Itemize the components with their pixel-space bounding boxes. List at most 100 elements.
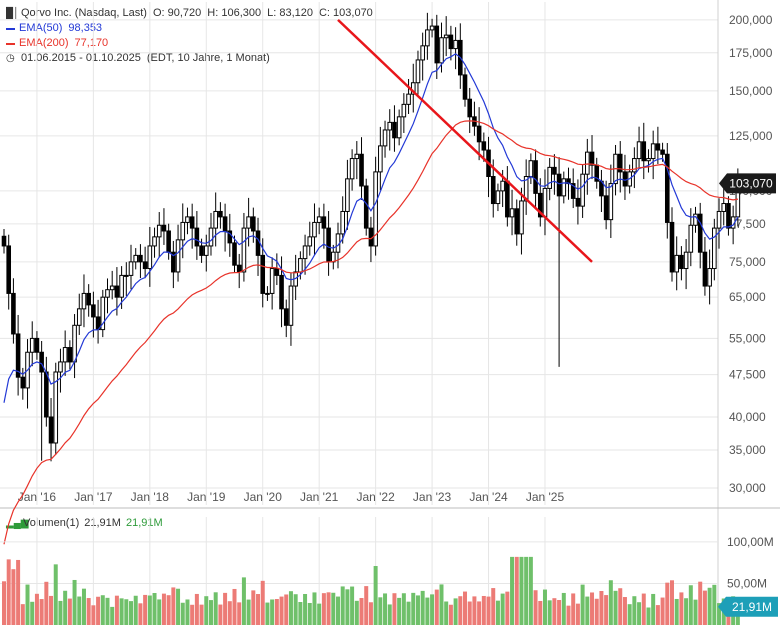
volume-value-b: 21,91M — [125, 517, 163, 529]
candle-body — [349, 158, 355, 180]
volume-bar — [524, 556, 529, 625]
volume-bar — [618, 588, 623, 625]
candle-body — [29, 337, 35, 353]
candle-body — [533, 160, 538, 194]
volume-bar — [105, 597, 110, 625]
candle-body — [67, 347, 73, 363]
volume-bar — [293, 594, 298, 625]
volume-bar — [420, 590, 425, 625]
candle-body — [199, 245, 204, 256]
x-tick-label: Jan '16 — [18, 490, 57, 504]
candle-body — [124, 274, 129, 277]
volume-bar — [637, 602, 642, 625]
volume-bar — [171, 587, 176, 625]
volume-bar — [557, 599, 562, 625]
range-info: (EDT, 10 Jahre, 1 Monat) — [146, 52, 270, 64]
volume-bar — [34, 593, 39, 625]
candle-body — [340, 210, 345, 235]
candle-body — [269, 268, 275, 294]
volume-bar — [86, 598, 91, 625]
volume-bar — [712, 584, 717, 625]
volume-bar — [519, 556, 524, 625]
volume-bar — [288, 591, 293, 625]
volume-bar — [260, 580, 265, 625]
candle-body — [255, 230, 261, 256]
volume-bar — [147, 595, 152, 625]
volume-bar — [2, 581, 6, 625]
candle-body — [721, 203, 727, 212]
candle-body — [100, 296, 106, 331]
volume-bar — [119, 598, 124, 625]
candle-body — [354, 153, 360, 160]
candle-body — [481, 141, 487, 151]
candle-body — [617, 153, 623, 173]
volume-bar — [20, 604, 25, 625]
volume-bar — [448, 604, 453, 625]
y-tick-label: 47,500 — [729, 368, 766, 382]
volume-bar — [580, 584, 585, 625]
volume-bar — [161, 593, 166, 625]
volume-bar — [646, 607, 651, 625]
volume-bar — [491, 588, 496, 625]
volume-bar — [655, 605, 660, 625]
volume-bar — [227, 601, 232, 625]
candle-body — [330, 251, 336, 263]
candle-body — [392, 121, 397, 139]
candle-body — [298, 258, 303, 273]
candle-body — [15, 333, 21, 378]
volume-bar — [632, 596, 637, 625]
volume-bar — [684, 598, 689, 625]
candle-body — [401, 103, 407, 118]
x-tick-label: Jan '22 — [356, 490, 395, 504]
candle-body — [105, 289, 110, 298]
ema200-label: EMA(200) — [19, 37, 69, 49]
volume-bar — [232, 588, 237, 625]
volume-bar — [552, 598, 557, 625]
volume-bar — [340, 586, 345, 625]
candle-body — [6, 245, 12, 294]
volume-bar — [284, 594, 289, 625]
candle-body — [232, 242, 237, 266]
candle-body — [58, 361, 63, 373]
candle-body — [283, 308, 289, 326]
volume-bar — [665, 582, 670, 625]
candle-body — [650, 143, 656, 160]
candle-body — [669, 221, 675, 273]
candle-body — [519, 200, 524, 235]
candle-body — [109, 285, 115, 291]
volume-bar — [326, 592, 331, 625]
y-tick-label: 150,000 — [729, 84, 773, 98]
volume-bar — [274, 599, 279, 625]
volume-bar — [561, 592, 566, 625]
candle-body — [547, 166, 552, 189]
volume-bar — [707, 587, 712, 625]
candle-body — [514, 208, 520, 235]
y-tick-label: 75,000 — [729, 255, 766, 269]
volume-bar — [157, 599, 162, 625]
volume-bars-icon: ▂▄▆ — [6, 517, 29, 529]
volume-bar — [256, 594, 261, 625]
candle-body — [189, 216, 195, 229]
volume-bar — [467, 601, 472, 625]
candle-body — [279, 274, 284, 310]
volume-bar — [100, 595, 105, 625]
volume-bar — [213, 592, 218, 625]
candle-body — [76, 308, 82, 326]
volume-bar — [415, 595, 420, 625]
volume-bar — [96, 596, 101, 625]
volume-bar — [444, 601, 449, 625]
price-badge-label: 103,070 — [729, 176, 773, 190]
volume-bar — [185, 599, 190, 625]
volume-bar — [39, 599, 44, 625]
volume-bar — [660, 597, 665, 625]
candle-body — [138, 254, 143, 263]
candle-body — [378, 145, 383, 173]
volume-bar — [674, 598, 679, 625]
volume-bar — [585, 596, 590, 625]
volume-tick-label: 50,00M — [727, 576, 767, 590]
volume-bar — [218, 604, 223, 625]
candle-body — [86, 292, 91, 306]
candle-body — [462, 74, 468, 100]
candle-body — [467, 98, 473, 118]
